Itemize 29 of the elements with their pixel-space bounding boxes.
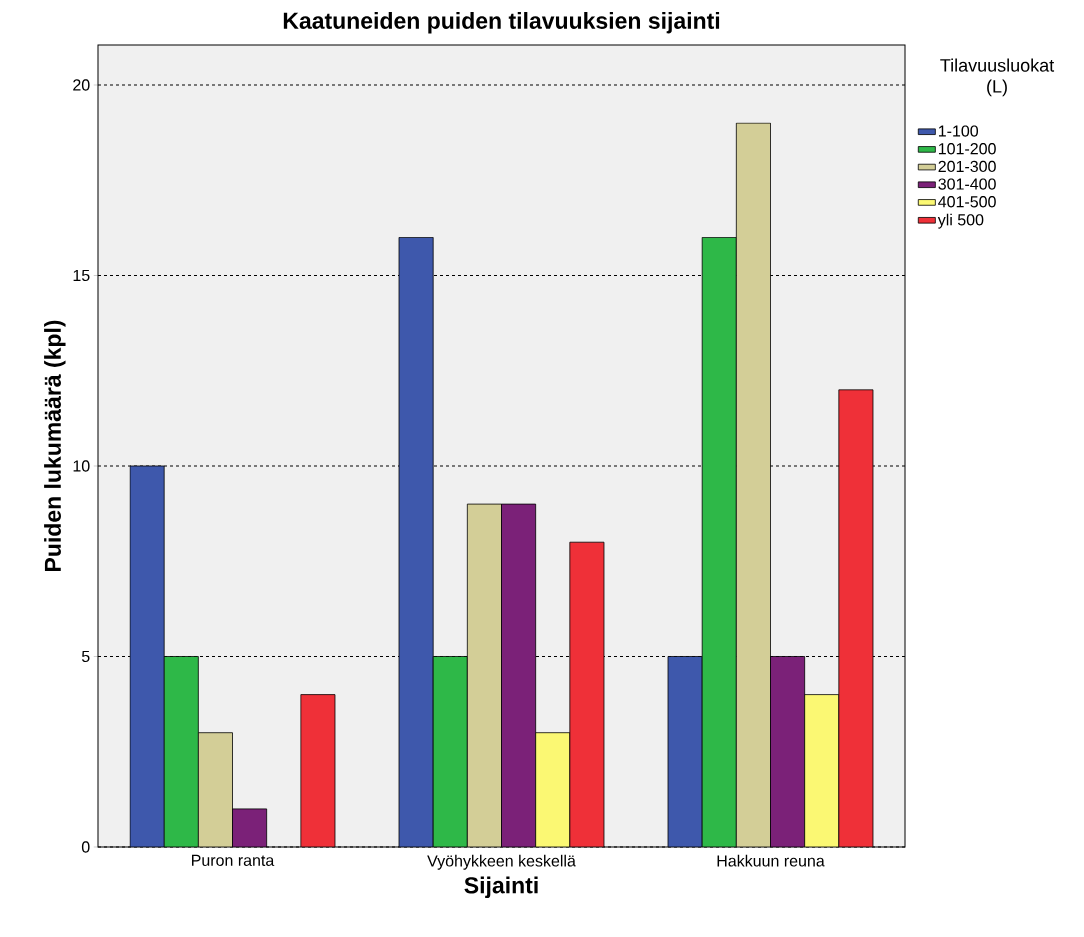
legend-label: 1-100: [938, 125, 979, 137]
bar: [466, 503, 502, 847]
y-tick-label: 10: [73, 460, 90, 472]
legend-title: Tilavuusluokat (L): [940, 58, 1055, 97]
legend-label: yli 500: [937, 213, 984, 229]
legend-label: 101-200: [938, 143, 996, 155]
legend-label: 201-300: [938, 160, 996, 173]
bar: [197, 732, 233, 847]
bar: [735, 122, 771, 847]
legend-label: 401-500: [938, 196, 996, 208]
x-axis-title: Sijainti: [464, 876, 538, 899]
x-tick-label: Hakkuun reuna: [717, 854, 825, 867]
y-tick-label: 5: [81, 650, 90, 663]
bar: [501, 503, 537, 847]
bar: [804, 694, 840, 847]
y-axis-title: Puiden lukumäärä (kpl): [44, 320, 66, 571]
chart-title: Kaatuneiden puiden tilavuuksien sijainti: [283, 12, 720, 34]
y-tick-label: 0: [81, 841, 90, 853]
bar: [569, 541, 605, 847]
x-tick-label: Puron ranta: [192, 854, 275, 866]
y-tick-label: 15: [73, 269, 90, 282]
x-tick-label: Vyöhykkeen keskellä: [427, 854, 576, 870]
bar: [535, 732, 571, 847]
bar: [232, 808, 268, 847]
legend-label: 301-400: [938, 178, 996, 190]
y-tick-label: 20: [73, 79, 90, 91]
bar: [770, 656, 806, 847]
bar: [838, 389, 874, 847]
bar: [300, 694, 336, 847]
